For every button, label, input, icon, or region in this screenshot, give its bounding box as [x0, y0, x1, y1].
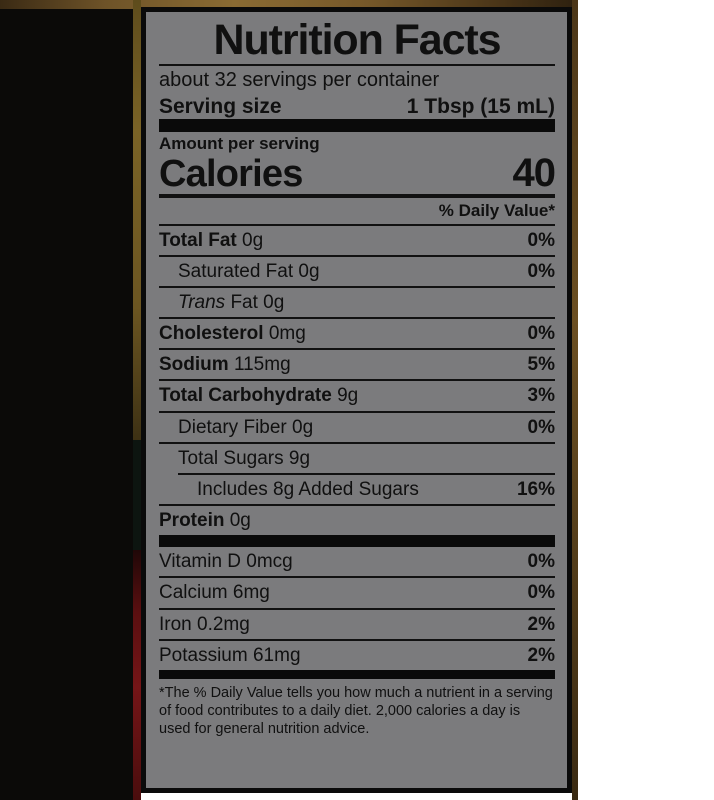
thick-divider-vitamins	[159, 535, 555, 548]
calories-label: Calories	[159, 152, 303, 195]
nutrient-dv: 16%	[516, 478, 555, 500]
calories-value: 40	[512, 150, 556, 195]
nutrient-row-total-sugars: Total Sugars 9g	[159, 444, 555, 473]
label-title: Nutrition Facts	[213, 16, 502, 64]
photo-dark-strip	[133, 440, 141, 550]
amount-per-serving-label: Amount per serving	[159, 134, 320, 154]
vitamin-row-calcium: Calcium 6mg 0%	[159, 578, 555, 607]
nutrient-dv: 0%	[527, 323, 555, 345]
nutrient-name: Protein 0g	[159, 510, 251, 532]
vitamin-row-vitamin-d: Vitamin D 0mcg 0%	[159, 547, 555, 576]
vitamin-row-potassium: Potassium 61mg 2%	[159, 641, 555, 670]
nutrient-name: Trans Fat 0g	[178, 291, 285, 313]
vitamin-name: Iron 0.2mg	[159, 613, 250, 635]
nutrient-row-protein: Protein 0g	[159, 506, 555, 535]
vitamin-row-iron: Iron 0.2mg 2%	[159, 610, 555, 639]
row-divider	[159, 638, 555, 641]
daily-value-header: % Daily Value*	[438, 201, 555, 221]
row-divider	[159, 317, 555, 320]
row-divider	[159, 504, 555, 507]
vitamin-dv: 0%	[527, 582, 555, 604]
vitamin-name: Potassium 61mg	[159, 644, 301, 666]
nutrient-dv: 3%	[527, 385, 555, 407]
nutrient-row-sodium: Sodium 115mg 5%	[159, 350, 555, 379]
vitamin-name: Vitamin D 0mcg	[159, 551, 293, 573]
calories-divider	[159, 194, 555, 199]
nutrition-facts-label: Nutrition Facts about 32 servings per co…	[141, 7, 572, 793]
row-divider	[159, 410, 555, 413]
serving-size-value: 1 Tbsp (15 mL)	[406, 94, 555, 118]
nutrient-row-total-fat: Total Fat 0g 0%	[159, 226, 555, 255]
row-divider	[159, 441, 555, 444]
nutrient-row-trans-fat: Trans Fat 0g	[159, 288, 555, 317]
row-divider	[159, 348, 555, 351]
nutrient-dv: 0%	[527, 416, 555, 438]
nutrient-name: Dietary Fiber 0g	[178, 416, 314, 438]
row-divider	[159, 285, 555, 288]
title-divider	[159, 64, 555, 67]
nutrient-row-cholesterol: Cholesterol 0mg 0%	[159, 319, 555, 348]
nutrient-dv: 0%	[527, 260, 555, 282]
nutrient-name: Total Carbohydrate 9g	[159, 385, 359, 407]
photo-white-region	[578, 0, 714, 800]
nutrient-dv: 0%	[527, 229, 555, 251]
serving-size-row: Serving size 1 Tbsp (15 mL)	[159, 94, 555, 119]
row-divider	[159, 576, 555, 579]
thick-divider-footnote	[159, 669, 555, 679]
photo-red-strip	[133, 550, 141, 800]
nutrient-row-saturated-fat: Saturated Fat 0g 0%	[159, 257, 555, 286]
vitamin-dv: 2%	[527, 613, 555, 635]
vitamin-dv: 2%	[527, 644, 555, 666]
thick-divider-top	[159, 119, 555, 133]
photo-olive-strip	[133, 0, 141, 440]
nutrient-row-dietary-fiber: Dietary Fiber 0g 0%	[159, 413, 555, 442]
photo-wood-strip-top	[0, 0, 586, 9]
vitamin-dv: 0%	[527, 551, 555, 573]
nutrient-row-total-carbohydrate: Total Carbohydrate 9g 3%	[159, 381, 555, 410]
photo-dark-region	[0, 0, 140, 800]
nutrient-row-added-sugars: Includes 8g Added Sugars 16%	[159, 475, 555, 504]
nutrient-dv: 5%	[527, 354, 555, 376]
row-divider	[159, 379, 555, 382]
vitamin-name: Calcium 6mg	[159, 582, 270, 604]
row-divider	[159, 607, 555, 610]
daily-value-divider	[159, 223, 555, 226]
servings-per-container: about 32 servings per container	[159, 69, 440, 92]
nutrient-name: Includes 8g Added Sugars	[197, 478, 419, 500]
nutrient-name: Total Sugars 9g	[178, 447, 311, 469]
row-divider-indented	[178, 472, 555, 475]
daily-value-footnote: *The % Daily Value tells you how much a …	[159, 684, 553, 738]
photo-wood-strip-right	[572, 0, 578, 800]
serving-size-label: Serving size	[159, 94, 282, 118]
nutrient-name: Total Fat 0g	[159, 229, 264, 251]
calories-row: Calories 40	[159, 150, 556, 195]
nutrient-name: Sodium 115mg	[159, 354, 291, 376]
nutrient-name: Saturated Fat 0g	[178, 260, 320, 282]
nutrient-name: Cholesterol 0mg	[159, 323, 306, 345]
row-divider	[159, 254, 555, 257]
